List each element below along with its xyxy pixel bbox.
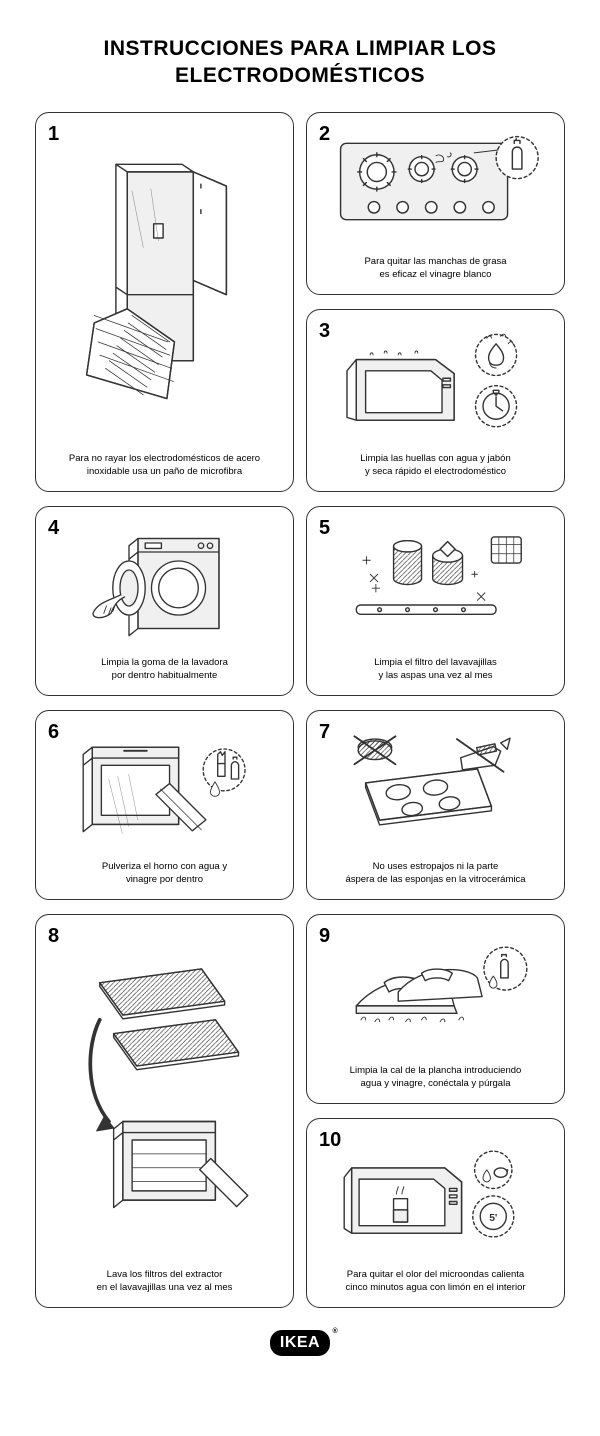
brand-logo: IKEA <box>35 1330 565 1356</box>
page-title: INSTRUCCIONES PARA LIMPIAR LOSELECTRODOM… <box>35 35 565 90</box>
washer-illustration <box>46 517 283 651</box>
cooktop-illustration <box>317 123 554 250</box>
step-caption: No uses estropajos ni la parteáspera de … <box>317 855 554 887</box>
filter-illustration <box>317 517 554 651</box>
step-number: 4 <box>48 517 59 540</box>
step-caption: Limpia las huellas con agua y jabóny sec… <box>317 447 554 479</box>
iron-illustration <box>317 925 554 1059</box>
microwave-illustration <box>317 320 554 447</box>
step-caption: Para quitar las manchas de grasaes efica… <box>317 250 554 282</box>
step-caption: Limpia el filtro del lavavajillasy las a… <box>317 651 554 683</box>
oven-illustration <box>46 721 283 855</box>
step-number: 1 <box>48 123 59 146</box>
step-8: 8 Lava los filtros del extractoren el la… <box>35 914 294 1308</box>
extractor-illustration <box>46 925 283 1263</box>
step-1: 1 Para no rayar los electrodomésticos de… <box>35 112 294 492</box>
step-number: 3 <box>319 320 330 343</box>
step-number: 5 <box>319 517 330 540</box>
step-caption: Pulveriza el horno con agua yvinagre por… <box>46 855 283 887</box>
step-caption: Limpia la cal de la plancha introduciend… <box>317 1059 554 1091</box>
ceramic-illustration <box>317 721 554 855</box>
step-number: 9 <box>319 925 330 948</box>
step-7: 7 No uses estropajos ni la parteáspera d… <box>306 710 565 900</box>
fridge-illustration <box>46 123 283 447</box>
step-number: 6 <box>48 721 59 744</box>
step-6: 6 Pulveriza el horno con agua yvinagre p… <box>35 710 294 900</box>
step-9: 9 Limpia la cal de la plancha introducie… <box>306 914 565 1104</box>
instruction-grid: 1 Para no rayar los electrodomésticos de… <box>35 112 565 1308</box>
step-2: 2 Para quitar las manchas de grasaes efi… <box>306 112 565 295</box>
step-caption: Para quitar el olor del microondas calie… <box>317 1263 554 1295</box>
step-5: 5 Limpia el filtro del lavavajillasy las… <box>306 506 565 696</box>
step-4: 4 Limpia la goma de la lavadorapor dentr… <box>35 506 294 696</box>
step-number: 2 <box>319 123 330 146</box>
step-caption: Limpia la goma de la lavadorapor dentro … <box>46 651 283 683</box>
step-number: 10 <box>319 1129 341 1152</box>
step-3: 3 Limpia las huellas con agua y jabóny s… <box>306 309 565 492</box>
microwave-lemon-illustration: 5' <box>317 1129 554 1263</box>
step-caption: Lava los filtros del extractoren el lava… <box>46 1263 283 1295</box>
step-caption: Para no rayar los electrodomésticos de a… <box>46 447 283 479</box>
step-number: 7 <box>319 721 330 744</box>
step-number: 8 <box>48 925 59 948</box>
svg-text:5': 5' <box>489 1213 497 1224</box>
step-10: 10 5' Para quitar el olor del microondas… <box>306 1118 565 1308</box>
